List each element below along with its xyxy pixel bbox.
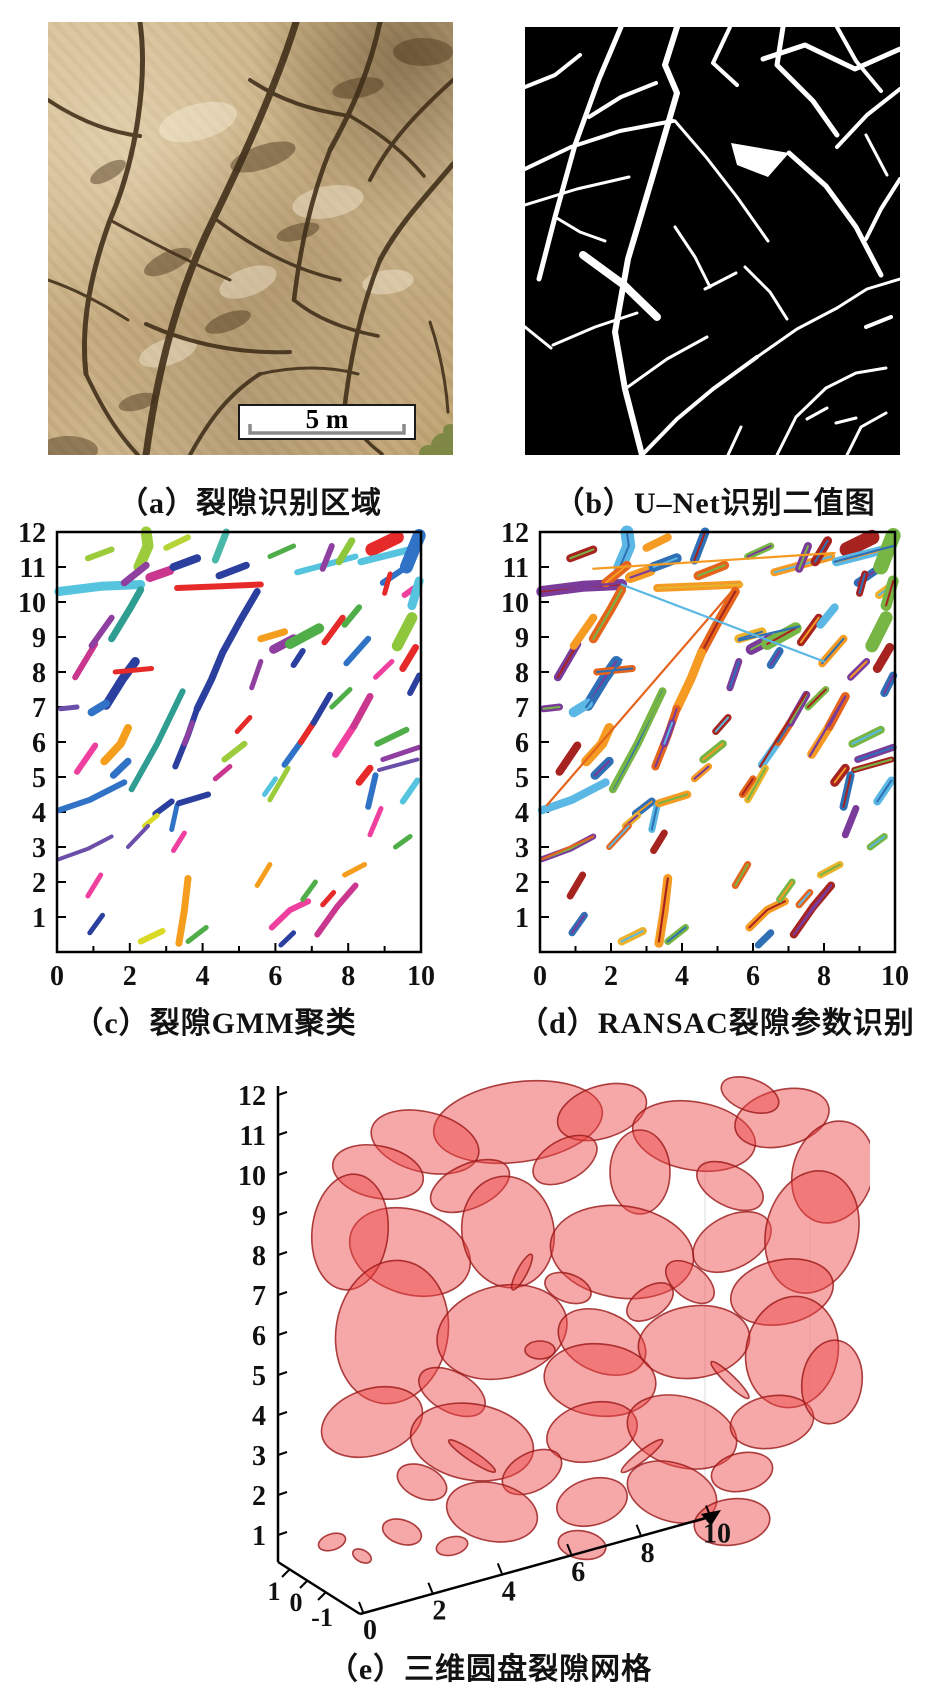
svg-text:0: 0 (363, 1615, 377, 1645)
caption-c: （c）裂隙GMM聚类 (73, 1007, 357, 1040)
svg-text:11: 11 (20, 553, 46, 584)
caption-a: （a）裂隙识别区域 (118, 487, 382, 520)
svg-text:8: 8 (515, 658, 529, 689)
svg-text:7: 7 (515, 693, 529, 724)
svg-text:6: 6 (746, 961, 760, 990)
svg-text:2: 2 (252, 1481, 266, 1512)
scale-bar: 5 m (238, 404, 416, 440)
rock-cracks-overlay (48, 22, 453, 455)
svg-text:2: 2 (32, 868, 46, 899)
caption-e: （e）三维圆盘裂隙网格 (327, 1653, 653, 1686)
svg-text:2: 2 (515, 868, 529, 899)
svg-text:10: 10 (703, 1519, 731, 1550)
svg-text:6: 6 (32, 728, 46, 759)
svg-text:3: 3 (515, 833, 529, 864)
rock-photo-image: 5 m (48, 22, 453, 455)
svg-text:8: 8 (641, 1538, 655, 1569)
svg-text:9: 9 (515, 623, 529, 654)
svg-text:8: 8 (252, 1241, 266, 1272)
svg-text:10: 10 (881, 961, 909, 990)
svg-text:12: 12 (501, 518, 529, 549)
scale-bar-label: 5 m (305, 404, 349, 434)
svg-text:3: 3 (252, 1441, 266, 1472)
svg-text:3: 3 (32, 833, 46, 864)
svg-text:4: 4 (252, 1401, 266, 1432)
svg-text:8: 8 (817, 961, 831, 990)
svg-text:8: 8 (341, 961, 355, 990)
svg-text:0: 0 (50, 961, 64, 990)
binary-mask-image (523, 24, 903, 458)
svg-text:9: 9 (252, 1201, 266, 1232)
svg-text:1: 1 (32, 903, 46, 934)
svg-text:1: 1 (515, 903, 529, 934)
caption-b: （b）U–Net识别二值图 (554, 487, 876, 520)
svg-text:12: 12 (18, 518, 46, 549)
svg-text:4: 4 (675, 961, 689, 990)
svg-text:7: 7 (32, 693, 46, 724)
caption-d: （d）RANSAC裂隙参数识别 (518, 1007, 915, 1040)
svg-text:6: 6 (252, 1321, 266, 1352)
svg-text:9: 9 (32, 623, 46, 654)
scale-bracket-icon (248, 424, 406, 435)
svg-text:1: 1 (268, 1577, 281, 1606)
svg-text:2: 2 (604, 961, 618, 990)
svg-text:11: 11 (240, 1121, 266, 1152)
svg-text:10: 10 (238, 1161, 266, 1192)
svg-text:0: 0 (533, 961, 547, 990)
svg-text:10: 10 (18, 588, 46, 619)
svg-text:10: 10 (501, 588, 529, 619)
svg-text:7: 7 (252, 1281, 266, 1312)
vegetation-patch (419, 424, 453, 455)
svg-text:-1: -1 (311, 1603, 333, 1632)
svg-text:4: 4 (196, 961, 210, 990)
svg-text:5: 5 (252, 1361, 266, 1392)
svg-text:5: 5 (515, 763, 529, 794)
svg-text:4: 4 (502, 1576, 516, 1607)
svg-text:5: 5 (32, 763, 46, 794)
svg-text:4: 4 (32, 798, 46, 829)
svg-text:6: 6 (515, 728, 529, 759)
svg-text:2: 2 (123, 961, 137, 990)
svg-text:12: 12 (238, 1081, 266, 1112)
svg-text:10: 10 (407, 961, 435, 990)
binary-fractures (523, 24, 903, 458)
svg-text:11: 11 (503, 553, 529, 584)
svg-text:4: 4 (515, 798, 529, 829)
svg-text:6: 6 (571, 1557, 585, 1588)
svg-text:6: 6 (268, 961, 282, 990)
svg-text:2: 2 (432, 1596, 446, 1627)
svg-text:8: 8 (32, 658, 46, 689)
svg-text:0: 0 (290, 1588, 303, 1617)
svg-text:1: 1 (252, 1521, 266, 1552)
